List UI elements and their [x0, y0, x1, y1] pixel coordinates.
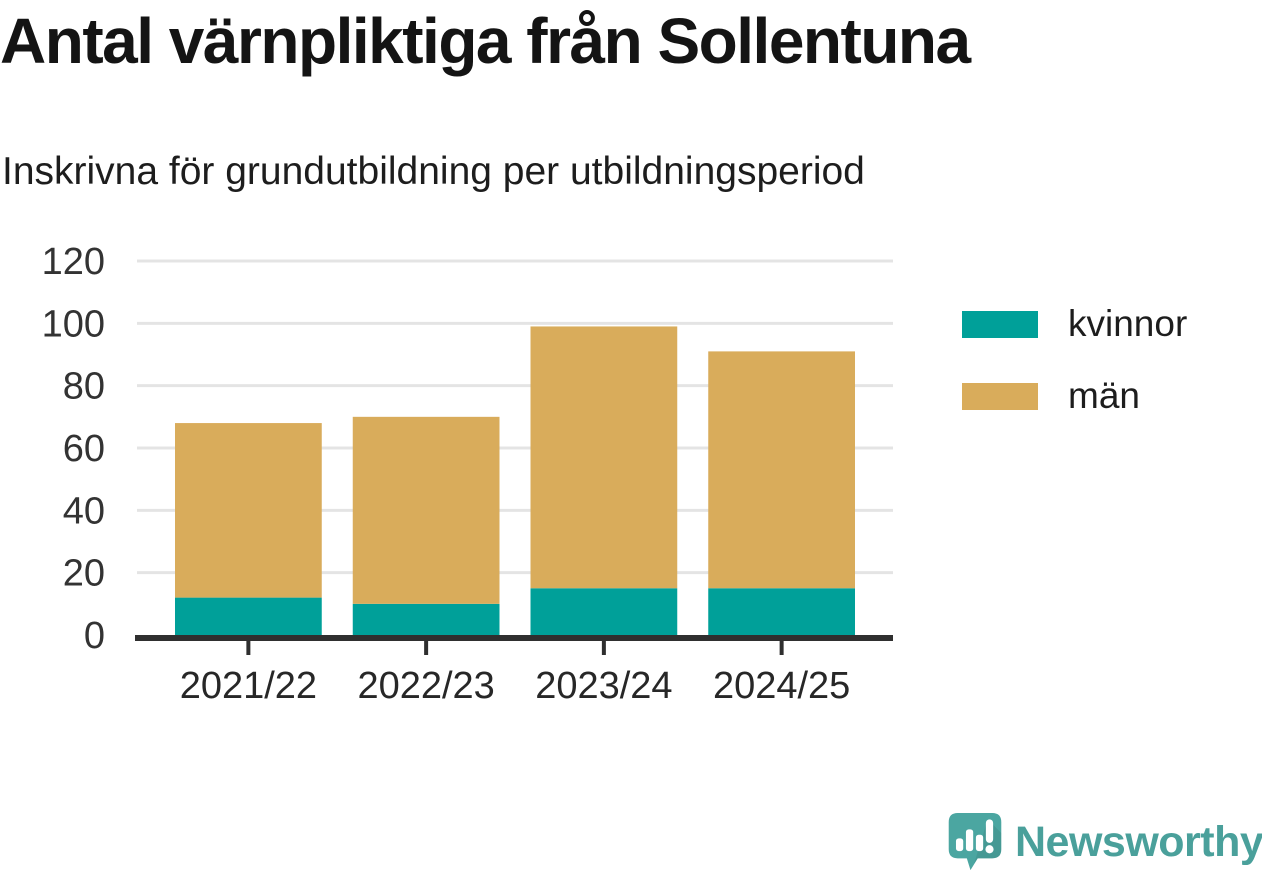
x-tick-label: 2024/25 — [713, 665, 850, 707]
x-tick-label: 2023/24 — [535, 665, 672, 707]
legend-swatch-män — [962, 382, 1038, 410]
legend-swatch-kvinnor — [962, 310, 1038, 338]
y-tick-label: 20 — [63, 553, 105, 595]
y-tick-label: 80 — [63, 366, 105, 408]
newsworthy-icon — [948, 813, 1002, 871]
y-tick-label: 0 — [84, 615, 105, 657]
bar-segment-kvinnor — [352, 603, 500, 635]
bar-segment-män — [530, 326, 678, 589]
legend-label: män — [1068, 375, 1140, 416]
newsworthy-wordmark: Newsworthy — [1015, 817, 1262, 866]
chart-legend: kvinnor män — [962, 303, 1187, 417]
bar-segment-män — [175, 423, 322, 598]
bar-segment-kvinnor — [530, 588, 678, 635]
y-tick-label: 40 — [63, 490, 105, 532]
y-tick-label: 60 — [63, 428, 105, 470]
legend-item-kvinnor: kvinnor — [962, 303, 1187, 345]
legend-item-män: män — [962, 375, 1187, 417]
chart-title: Antal värnpliktiga från Sollentuna — [0, 5, 971, 77]
bar-segment-kvinnor — [708, 588, 855, 635]
legend-label: kvinnor — [1068, 303, 1188, 344]
chart-subtitle: Inskrivna för grundutbildning per utbild… — [2, 150, 865, 193]
bar-segment-kvinnor — [175, 597, 322, 635]
x-tick-label: 2022/23 — [357, 665, 494, 707]
y-tick-label: 100 — [42, 303, 105, 345]
bar-segment-män — [352, 416, 500, 604]
bar-segment-män — [708, 351, 855, 589]
x-tick-label: 2021/22 — [180, 665, 317, 707]
stacked-bar-chart: 0 20 40 60 80 100 120 2021/22 2022/23 2023/24 2024… — [42, 241, 893, 707]
y-tick-label: 120 — [42, 241, 105, 283]
newsworthy-logo: Newsworthy — [946, 810, 1262, 874]
